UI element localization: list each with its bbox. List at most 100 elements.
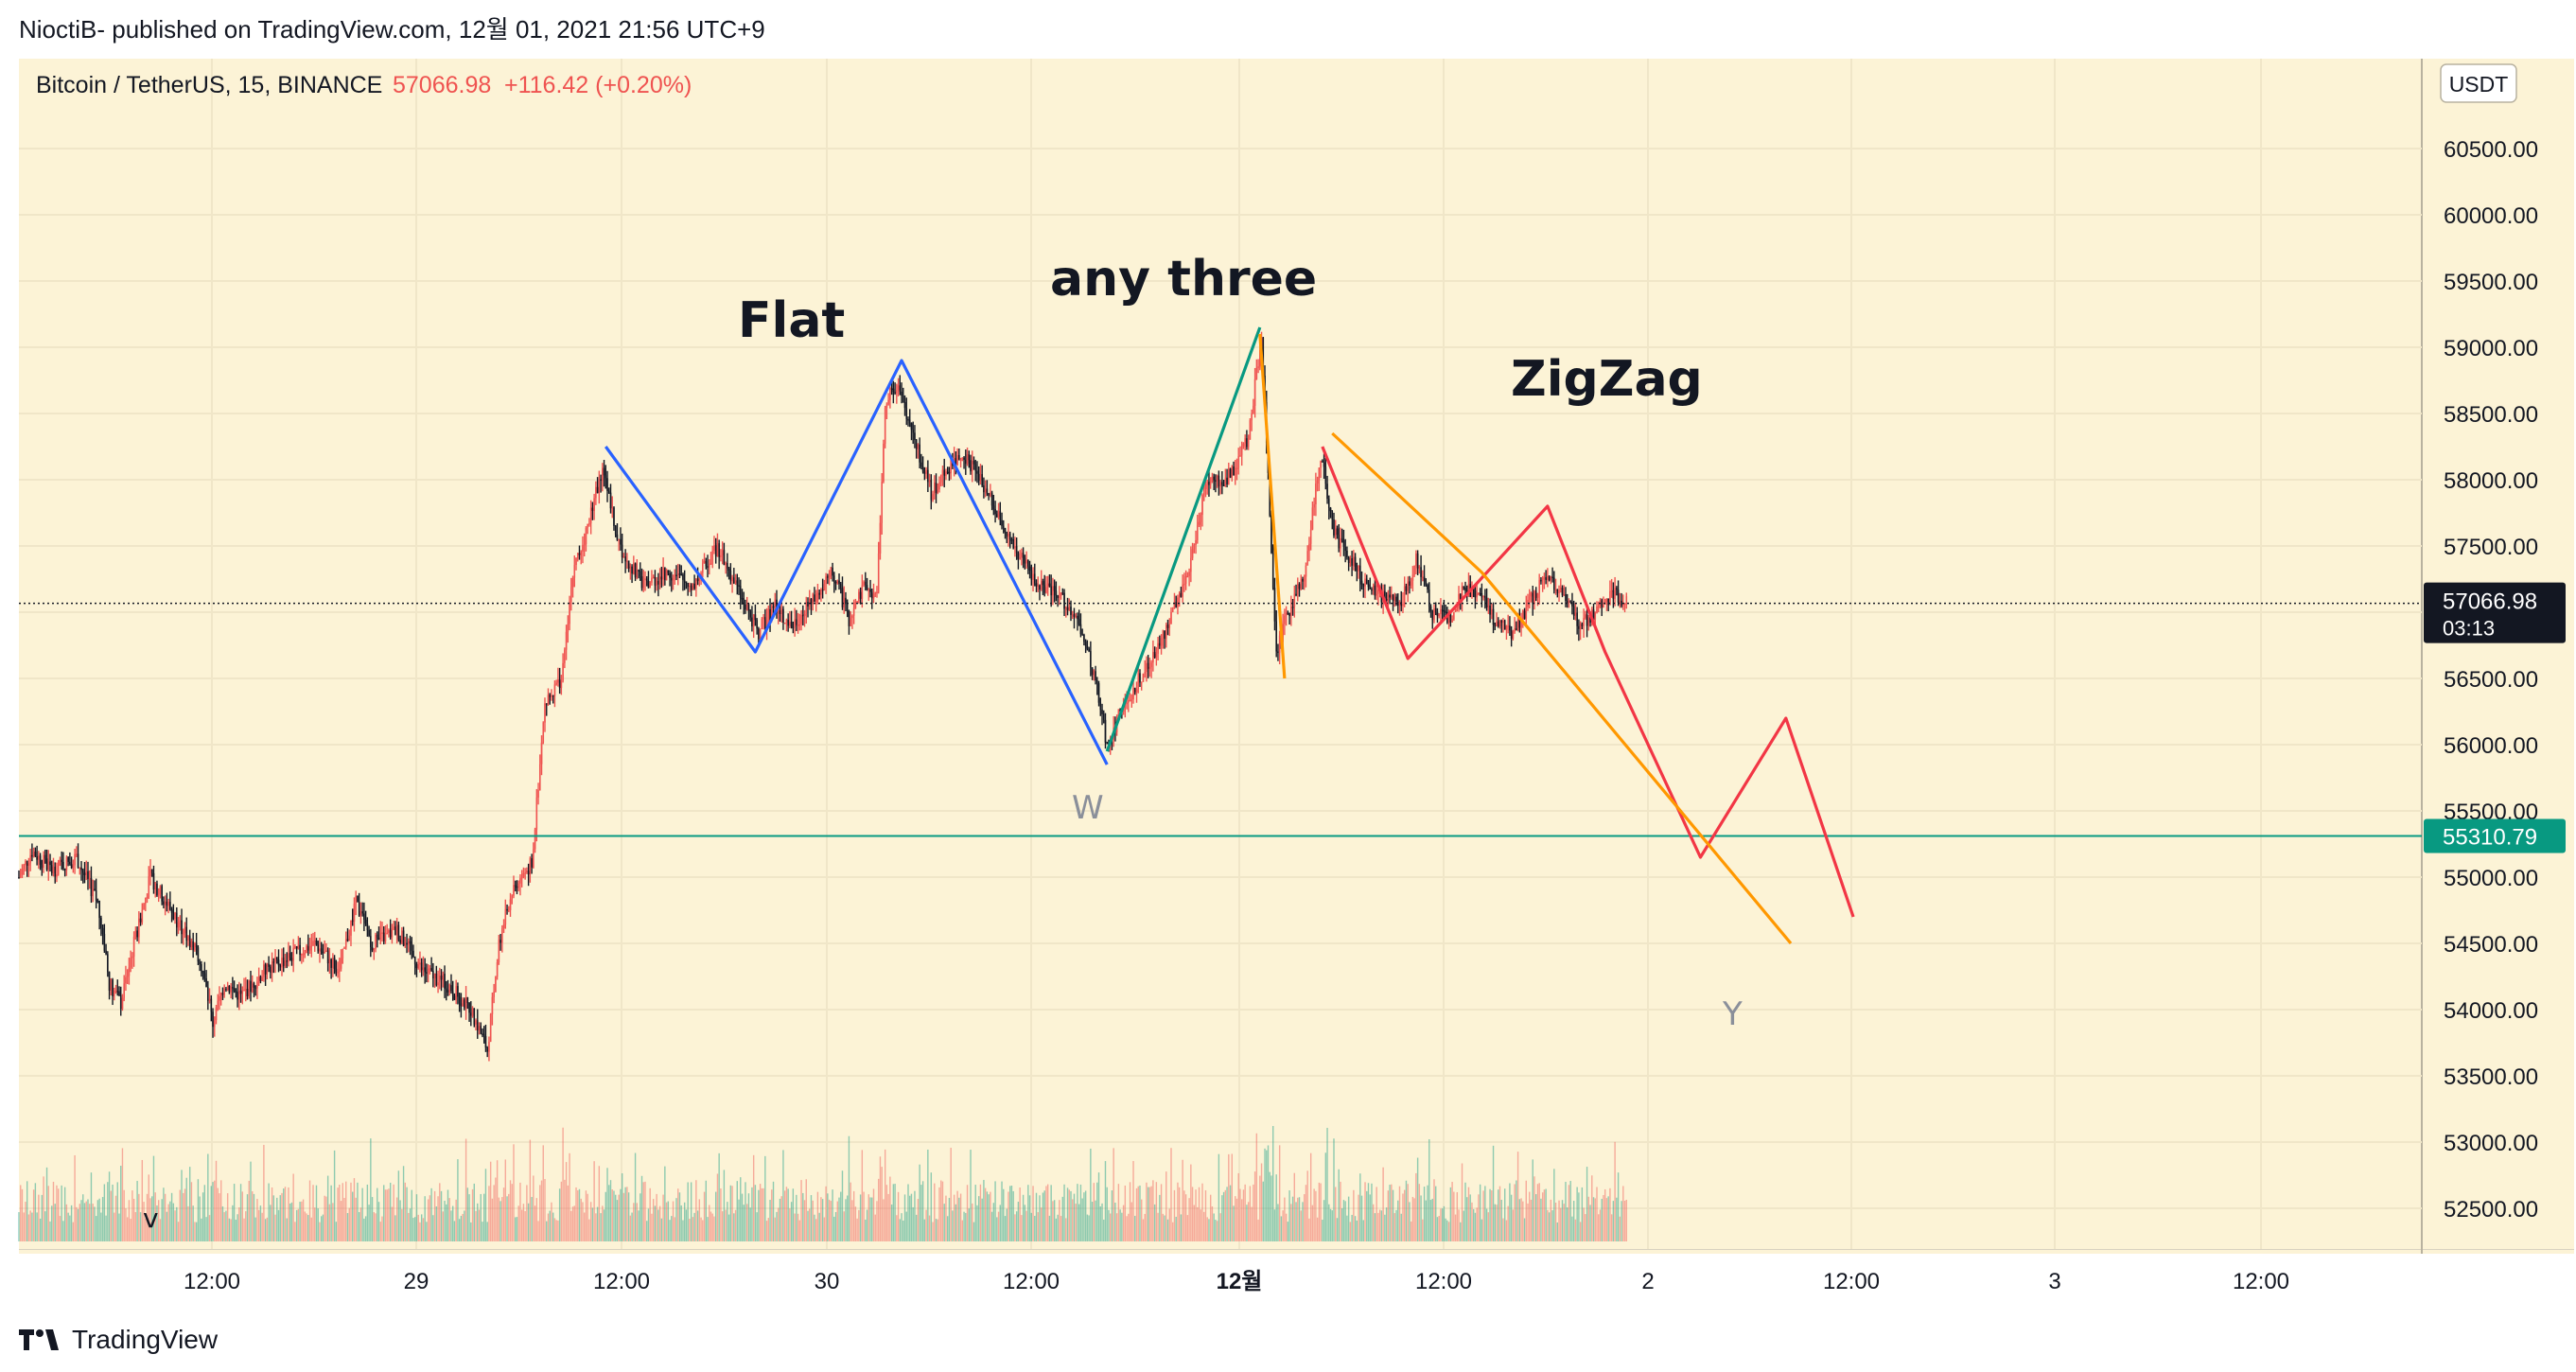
volume-bar [1482,1190,1484,1241]
volume-bar [408,1212,410,1241]
candle-body [1440,609,1442,615]
volume-bar [565,1162,568,1241]
volume-bar [154,1192,156,1241]
candle-body [342,948,344,959]
candle-body [935,483,938,493]
candle-body [1581,624,1584,626]
volume-bar [1233,1205,1235,1241]
volume-bar [297,1208,300,1241]
candle-body [986,488,989,494]
tradingview-brand[interactable]: TradingView [72,1325,219,1354]
volume-bar [321,1216,323,1241]
volume-bar [1183,1190,1185,1241]
volume-bar [1249,1186,1252,1241]
candle-body [1344,546,1346,551]
volume-bar [250,1161,252,1241]
volume-bar [553,1218,556,1241]
volume-bar [1052,1201,1054,1241]
candle-body [1443,610,1446,612]
volume-bar [1302,1202,1304,1241]
candle-body [981,474,983,486]
volume-bar [544,1179,546,1241]
candle-body [660,576,663,580]
volume-bar [524,1211,526,1241]
y-tick-label: 54500.00 [2444,932,2538,958]
candle-body [312,941,314,946]
candle-body [376,934,378,939]
volume-bar [96,1200,99,1241]
volume-bar [1404,1189,1406,1241]
candle-body [1369,587,1372,589]
candle-body [725,562,727,566]
volume-bar [1487,1212,1490,1241]
candle-body [537,789,539,798]
candle-body [101,927,104,934]
volume-bar [1623,1200,1626,1241]
volume-bar [343,1198,345,1241]
volume-bar [83,1203,86,1241]
candle-body [756,620,758,629]
volume-bar [235,1220,237,1241]
volume-bar [522,1204,525,1241]
candle-body [384,932,387,941]
candle-body [644,578,646,580]
y-tick-label: 56500.00 [2444,667,2538,693]
candle-body [179,920,182,923]
volume-bar [856,1218,858,1241]
annotation-y: Y [1722,995,1743,1033]
volume-bar [192,1205,194,1241]
candle-body [544,703,546,723]
candle-body [126,976,129,977]
volume-bar [1164,1215,1165,1241]
candle-body [790,622,793,627]
candle-body [1441,609,1444,611]
candle-body [271,961,273,973]
candle-body [1586,614,1588,626]
support-label-box [2424,818,2566,853]
candle-body [872,593,875,599]
candle-body [232,987,234,989]
volume-bar [361,1187,363,1241]
candle-body [141,909,144,923]
volume-bar [1502,1218,1504,1241]
candle-body [1551,576,1553,579]
volume-bar [984,1187,987,1241]
candle-body [839,584,842,589]
candle-body [589,507,592,524]
candle-body [930,480,933,501]
x-tick-label: 3 [2048,1269,2060,1294]
volume-bar [973,1222,975,1241]
candle-body [288,953,289,962]
volume-bar [44,1211,46,1241]
candle-body [52,866,55,873]
volume-bar [1139,1185,1141,1241]
volume-bar [1119,1209,1121,1241]
volume-bar [185,1177,187,1241]
volume-bar [615,1194,617,1241]
volume-bar [194,1222,196,1241]
volume-bar [394,1215,396,1241]
candle-body [275,957,278,960]
volume-bar [1505,1220,1508,1241]
volume-bar [1382,1167,1384,1241]
candle-body [672,578,675,581]
volume-bar [112,1184,114,1241]
volume-bar [330,1185,332,1241]
volume-bar [848,1135,850,1241]
candle-body [816,592,819,602]
volume-bar [646,1221,648,1241]
candle-body [299,944,301,955]
candle-body [1157,642,1159,654]
candle-body [1155,653,1158,658]
candle-body [999,511,1002,520]
y-tick-label: 58000.00 [2444,468,2538,494]
candle-body [968,454,971,461]
volume-bar [1309,1152,1312,1241]
candle-body [1540,579,1542,582]
candle-body [257,976,260,982]
candle-body [636,570,639,578]
volume-bar [1229,1185,1232,1241]
volume-bar [901,1213,902,1241]
candle-body [1610,589,1613,592]
